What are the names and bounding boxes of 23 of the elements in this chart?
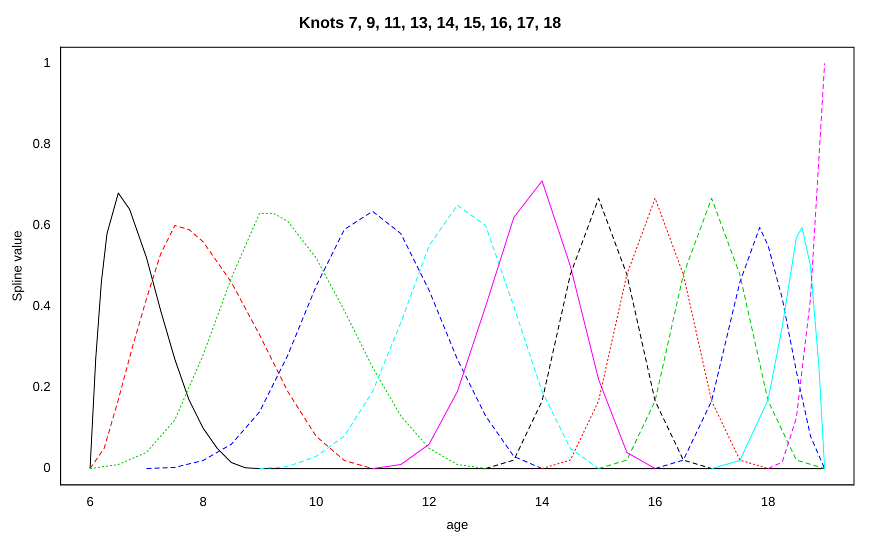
y-tick-label: 0.8 (32, 136, 51, 152)
line-series (542, 198, 769, 470)
line-series (146, 210, 543, 470)
line-series (259, 204, 600, 470)
x-tick-label: 10 (308, 494, 324, 510)
x-tick-label: 16 (648, 494, 662, 510)
y-tick-label: 0.4 (32, 298, 51, 314)
y-tick-label: 1 (43, 54, 51, 70)
y-axis-title: Spline value (9, 230, 24, 302)
line-series (654, 227, 826, 470)
y-tick-label: 0.2 (32, 379, 51, 394)
x-tick-label: 6 (86, 494, 94, 510)
y-tick-label: 0.6 (32, 217, 51, 232)
x-tick-label: 8 (199, 494, 207, 510)
chart-title: Knots 7, 9, 11, 13, 14, 15, 16, 17, 18 (298, 15, 562, 32)
x-axis-title: age (446, 516, 468, 532)
line-series (598, 198, 826, 470)
x-tick-label: 12 (422, 494, 436, 510)
line-series (90, 212, 486, 470)
x-tick-label: 14 (534, 494, 550, 510)
x-tick-label: 18 (760, 494, 776, 510)
line-series (768, 62, 826, 470)
y-tick-label: 0 (43, 460, 51, 476)
